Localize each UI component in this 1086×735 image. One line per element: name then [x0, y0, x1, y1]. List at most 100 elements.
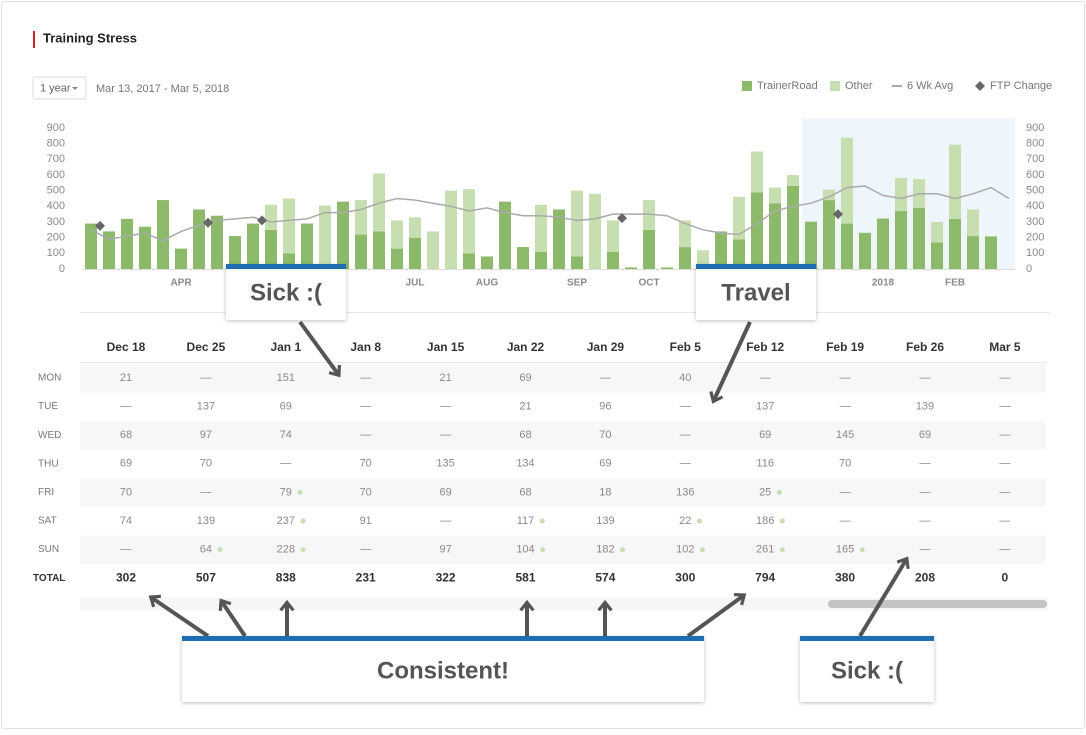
- arrow: [709, 321, 752, 404]
- other-ride-dot: [297, 489, 303, 495]
- bar-segment: [499, 201, 511, 269]
- bar-segment: [967, 209, 979, 237]
- total-cell: 300: [675, 570, 695, 584]
- row-stripe: [80, 535, 1046, 565]
- total-cell: 380: [835, 570, 855, 584]
- arrow: [298, 320, 341, 378]
- table-cell: 70: [599, 429, 611, 441]
- y2-tick-label: 400: [1026, 200, 1044, 212]
- table-cell: 18: [599, 486, 611, 498]
- bar-segment: [427, 231, 439, 269]
- table-cell: —: [999, 401, 1010, 413]
- table-cell: —: [680, 429, 691, 441]
- other-ride-dot: [859, 547, 865, 553]
- bar-segment: [643, 229, 655, 269]
- ftp-change-marker: [833, 209, 843, 220]
- bar-segment: [787, 185, 799, 269]
- table-cell: 68: [120, 429, 132, 441]
- y2-tick-label: 200: [1026, 232, 1044, 244]
- other-ride-dot: [217, 547, 223, 553]
- bar-segment: [211, 215, 223, 269]
- table-cell: 165: [836, 544, 854, 556]
- table-cell: 69: [439, 486, 451, 498]
- y-tick-label: 300: [47, 216, 65, 228]
- scrollbar[interactable]: [80, 598, 1048, 610]
- legend-swatch: [742, 81, 752, 91]
- table-cell: —: [920, 544, 931, 556]
- range-dropdown[interactable]: 1 year: [32, 76, 87, 100]
- bar-segment: [913, 207, 925, 269]
- table-cell: —: [280, 458, 291, 470]
- total-cell: 302: [116, 570, 136, 584]
- table-cell: —: [121, 401, 132, 413]
- y2-tick-label: 500: [1026, 185, 1044, 197]
- bar-segment: [805, 221, 817, 269]
- y-tick-label: 600: [47, 169, 65, 181]
- table-cell: 137: [756, 401, 774, 413]
- y2-tick-label: 300: [1026, 216, 1044, 228]
- table-cell: —: [920, 486, 931, 498]
- table-cell: —: [360, 372, 371, 384]
- table-cell: —: [760, 372, 771, 384]
- total-cell: 838: [276, 570, 296, 584]
- column-header: Dec 25: [187, 340, 226, 354]
- callout-bar: [696, 264, 816, 269]
- table-cell: —: [999, 458, 1010, 470]
- x-tick-label: SEP: [567, 278, 587, 289]
- bar-segment: [355, 234, 367, 269]
- table-cell: 64: [200, 544, 212, 556]
- table-cell: 116: [756, 458, 774, 470]
- ftp-change-marker: [617, 213, 627, 224]
- table-cell: 135: [436, 458, 454, 470]
- table-cell: 25: [759, 486, 771, 498]
- title-accent: [33, 31, 35, 48]
- table-cell: 70: [839, 458, 851, 470]
- table-cell: 261: [756, 544, 774, 556]
- bar-segment: [409, 217, 421, 238]
- table-cell: 104: [516, 544, 534, 556]
- row-stripe: [80, 364, 1046, 393]
- bar-segment: [607, 220, 619, 252]
- callout: Travel: [696, 264, 816, 320]
- bar-segment: [175, 248, 187, 269]
- bar-segment: [895, 177, 907, 212]
- total-cell: 574: [595, 570, 615, 584]
- row-label: FRI: [38, 487, 54, 498]
- total-cell: 322: [436, 570, 456, 584]
- bar-segment: [643, 200, 655, 230]
- arrow: [686, 592, 747, 638]
- callout-box: [696, 264, 816, 320]
- callout-box: [226, 264, 346, 320]
- bar-segment: [517, 247, 529, 269]
- dropdown-label[interactable]: 1 year: [40, 82, 71, 94]
- bar-segment: [607, 251, 619, 269]
- y2-tick-label: 600: [1026, 169, 1044, 181]
- scroll-thumb[interactable]: [828, 600, 1047, 608]
- callout-bar: [182, 636, 704, 641]
- dropdown-caret[interactable]: [72, 87, 78, 90]
- legend-label: TrainerRoad: [757, 80, 818, 92]
- row-label: WED: [38, 430, 61, 441]
- bar-segment: [751, 151, 763, 193]
- table-cell: —: [121, 544, 132, 556]
- arrow: [218, 598, 247, 638]
- table-cell: 70: [360, 486, 372, 498]
- legend-swatch: [975, 81, 985, 91]
- row-label: SUN: [38, 544, 59, 555]
- table-cell: 70: [200, 458, 212, 470]
- date-range: Mar 13, 2017 - Mar 5, 2018: [96, 83, 229, 95]
- dropdown-box[interactable]: [32, 76, 87, 100]
- bar-segment: [931, 242, 943, 269]
- table-cell: 151: [277, 372, 295, 384]
- bar-segment: [193, 209, 205, 269]
- table-cell: —: [200, 486, 211, 498]
- bar-segment: [283, 198, 295, 254]
- arrows: [148, 320, 910, 638]
- table-cell: —: [440, 515, 451, 527]
- scroll-track[interactable]: [80, 598, 1048, 610]
- avg-line: [90, 185, 1010, 242]
- table-cell: —: [999, 515, 1010, 527]
- column-header: Feb 5: [670, 340, 702, 354]
- table-cell: 102: [676, 544, 694, 556]
- column-header: Jan 22: [507, 340, 545, 354]
